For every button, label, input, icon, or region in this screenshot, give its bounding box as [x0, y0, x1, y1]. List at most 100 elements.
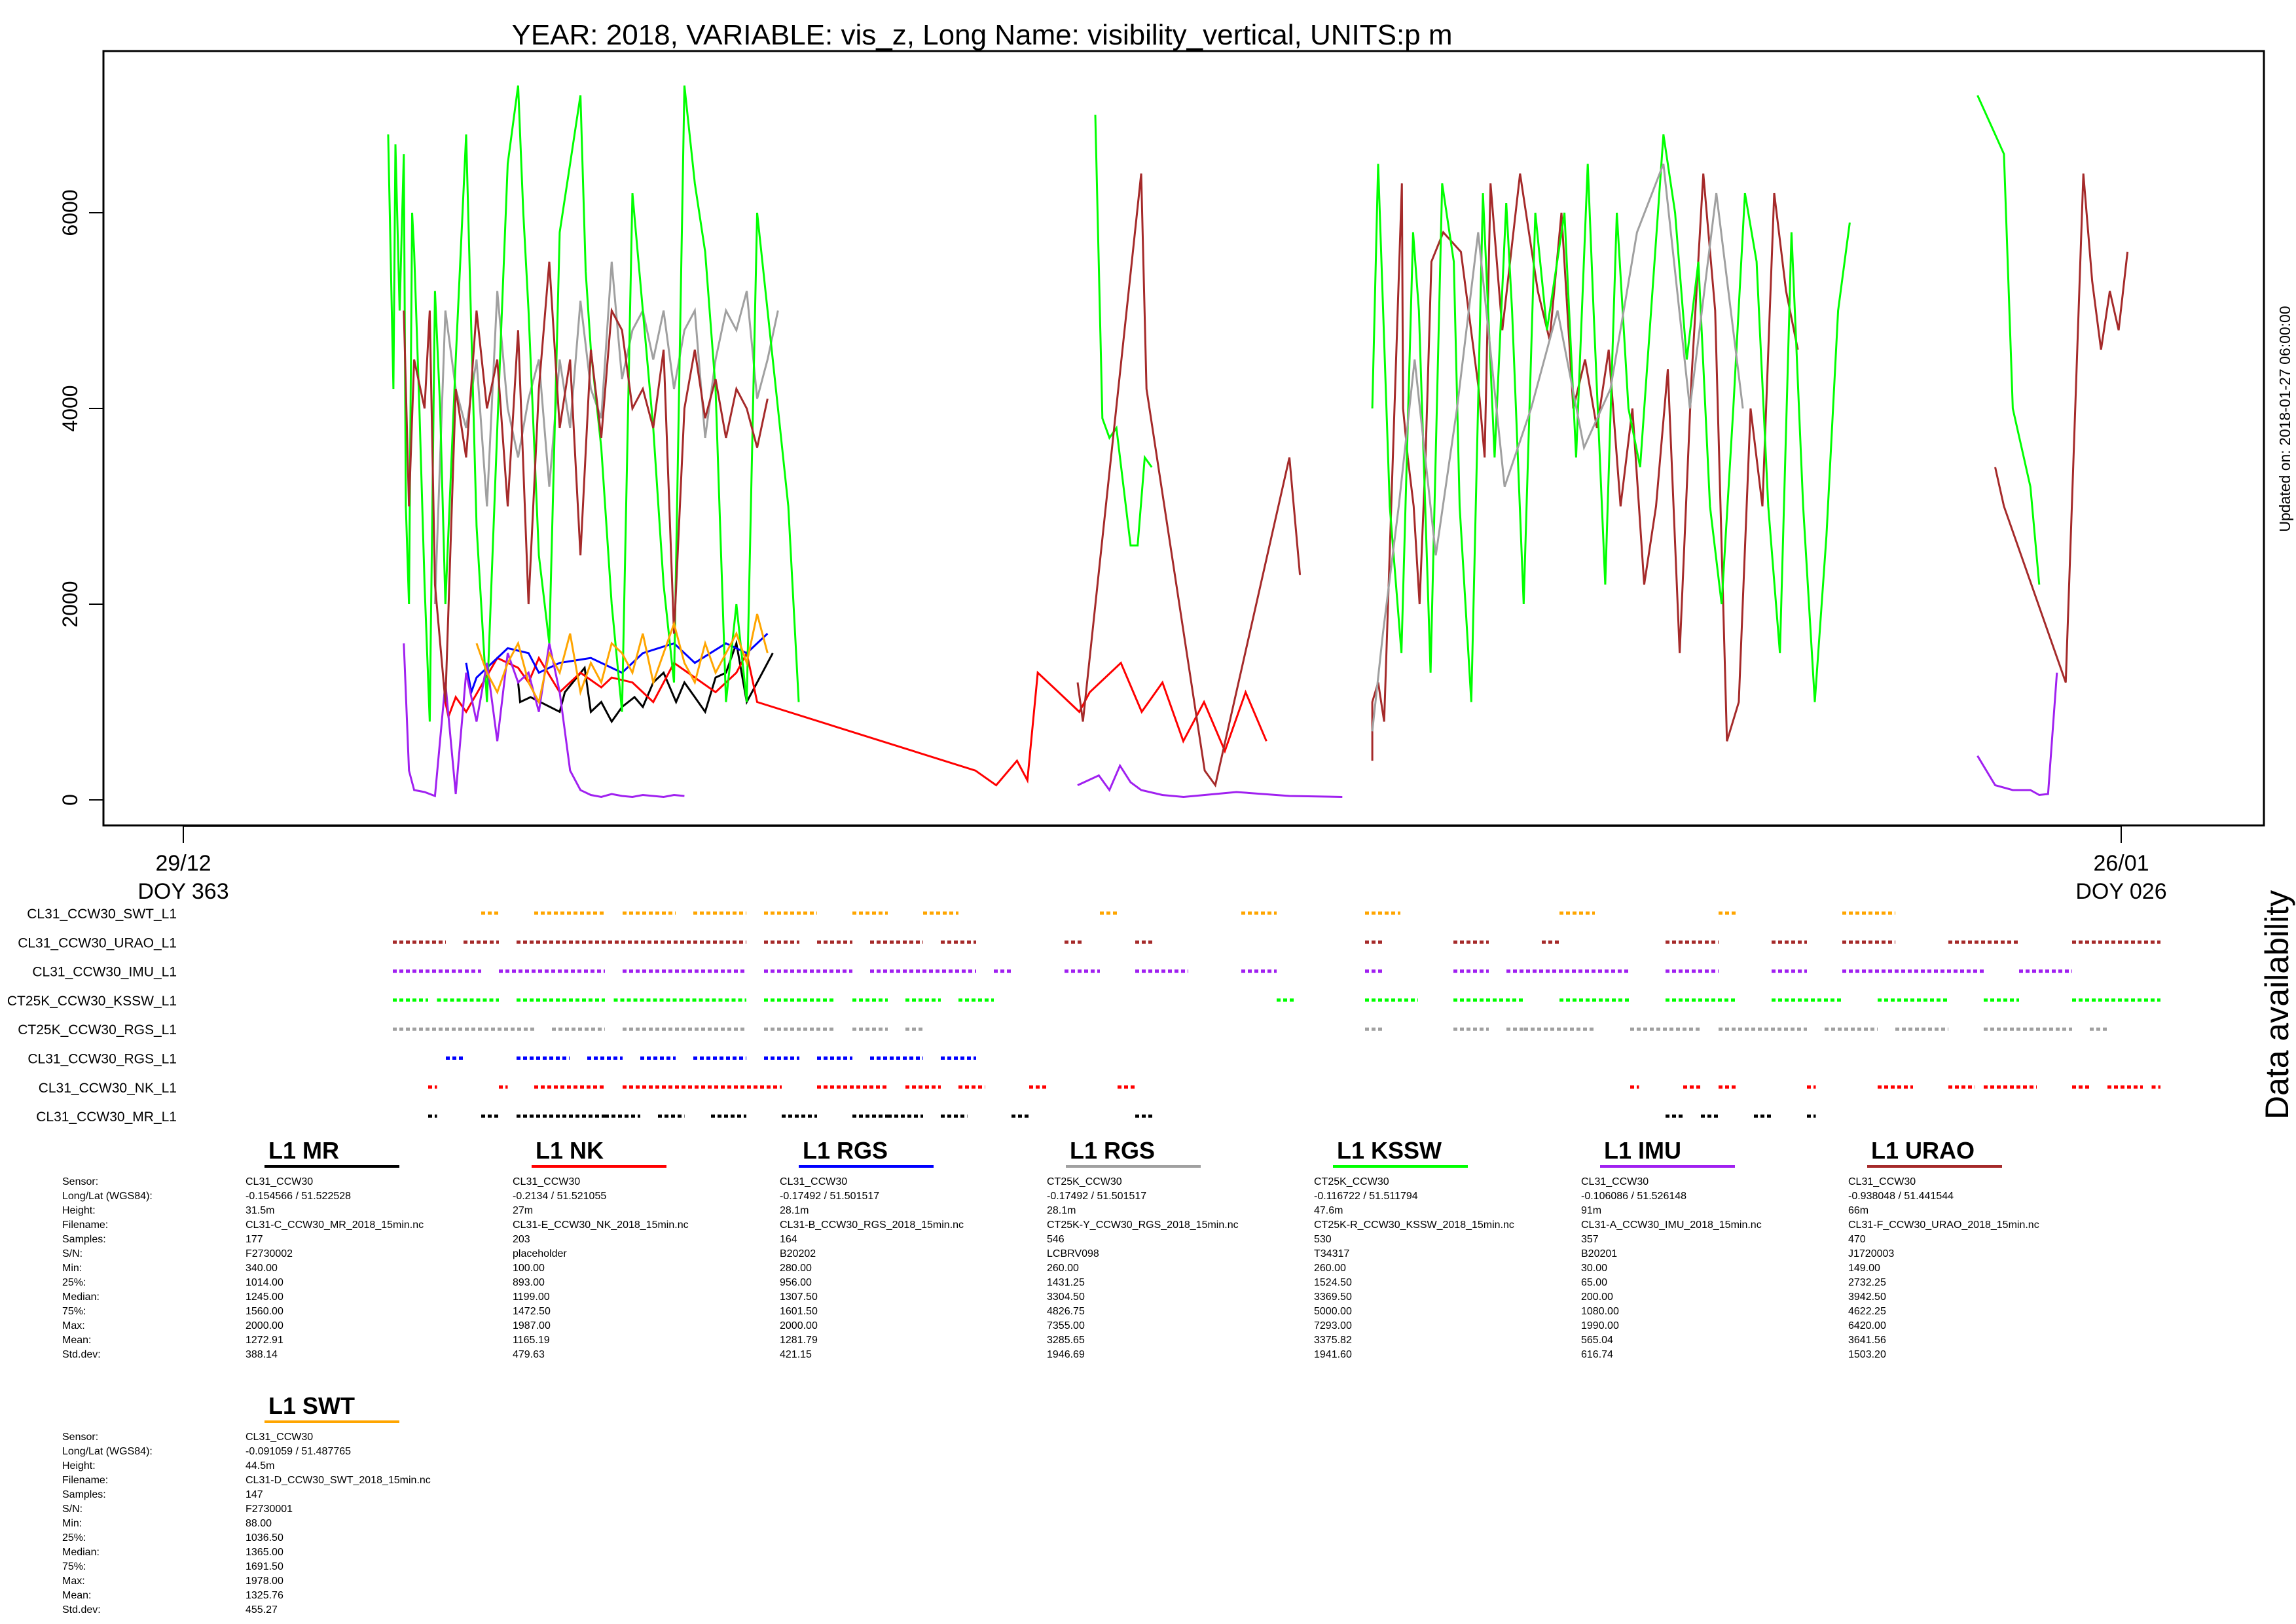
stat-value: CL31-B_CCW30_RGS_2018_15min.nc [780, 1219, 964, 1231]
stat-value: LCBRV098 [1047, 1248, 1099, 1259]
stat-value: 956.00 [780, 1277, 812, 1288]
stat-value: -0.17492 / 51.501517 [1047, 1191, 1146, 1202]
stat-label: Long/Lat (WGS84): [62, 1446, 153, 1457]
legend-title: L1 RGS [803, 1137, 888, 1164]
stat-value: CL31_CCW30 [1848, 1176, 1916, 1187]
series-line [387, 85, 800, 722]
legend-title: L1 NK [536, 1137, 604, 1164]
stat-value: CL31_CCW30 [513, 1176, 580, 1187]
stat-label: S/N: [62, 1248, 82, 1259]
stat-value: CL31_CCW30 [780, 1176, 847, 1187]
series-line [433, 261, 779, 605]
stat-value: -0.091059 / 51.487765 [246, 1446, 351, 1457]
stat-value: 1036.50 [246, 1532, 283, 1543]
stat-label: Filename: [62, 1219, 108, 1231]
stat-value: 4622.25 [1848, 1306, 1886, 1317]
stat-label: Samples: [62, 1489, 106, 1500]
stat-value: J1720003 [1848, 1248, 1894, 1259]
stat-label: 75%: [62, 1561, 86, 1572]
stat-label: Mean: [62, 1335, 91, 1346]
stat-value: 280.00 [780, 1263, 812, 1274]
stat-value: 177 [246, 1234, 263, 1245]
stat-value: CL31-E_CCW30_NK_2018_15min.nc [513, 1219, 689, 1231]
stat-label: Max: [62, 1320, 85, 1331]
stat-value: -0.116722 / 51.511794 [1314, 1191, 1418, 1202]
stat-value: 1472.50 [513, 1306, 551, 1317]
stat-value: 2000.00 [246, 1320, 283, 1331]
stat-value: 44.5m [246, 1460, 274, 1471]
availability-label: CT25K_CCW30_KSSW_L1 [7, 994, 177, 1009]
stat-value: 1272.91 [246, 1335, 283, 1346]
stat-value: 1946.69 [1047, 1349, 1085, 1360]
stat-value: placeholder [513, 1248, 567, 1259]
stat-value: 5000.00 [1314, 1306, 1352, 1317]
stat-value: 30.00 [1581, 1263, 1607, 1274]
legend-title: L1 SWT [268, 1392, 355, 1419]
stat-value: 100.00 [513, 1263, 545, 1274]
stat-label: Height: [62, 1205, 96, 1216]
stat-value: 164 [780, 1234, 797, 1245]
x-axis: 29/12 DOY 363 26/01 DOY 026 [137, 825, 2167, 904]
series-line [1977, 672, 2058, 797]
plot-frame [102, 50, 2265, 827]
stat-label: Filename: [62, 1475, 108, 1486]
stat-value: B20201 [1581, 1248, 1617, 1259]
stat-value: 546 [1047, 1234, 1065, 1245]
stat-value: 2000.00 [780, 1320, 818, 1331]
stat-value: CT25K-Y_CCW30_RGS_2018_15min.nc [1047, 1219, 1239, 1231]
stat-value: 4826.75 [1047, 1306, 1085, 1317]
stat-value: CL31-A_CCW30_IMU_2018_15min.nc [1581, 1219, 1762, 1231]
stat-value: 470 [1848, 1234, 1866, 1245]
stat-value: 1431.25 [1047, 1277, 1085, 1288]
stat-value: T34317 [1314, 1248, 1349, 1259]
stat-label: Std.dev: [62, 1604, 101, 1615]
stat-value: 421.15 [780, 1349, 812, 1360]
stat-value: CL31_CCW30 [246, 1176, 313, 1187]
stat-value: 479.63 [513, 1349, 545, 1360]
stat-value: CL31-D_CCW30_SWT_2018_15min.nc [246, 1475, 431, 1486]
y-tick-label: 0 [58, 794, 82, 806]
stat-label: Sensor: [62, 1176, 98, 1187]
legend-title: L1 MR [268, 1137, 339, 1164]
stat-value: 1978.00 [246, 1576, 283, 1587]
stat-value: 3304.50 [1047, 1291, 1085, 1303]
y-tick-label: 6000 [58, 189, 82, 236]
stat-value: 203 [513, 1234, 530, 1245]
series-line [403, 261, 769, 702]
stat-value: 1691.50 [246, 1561, 283, 1572]
stat-value: 88.00 [246, 1518, 272, 1529]
stat-value: 388.14 [246, 1349, 278, 1360]
stat-value: 1560.00 [246, 1306, 283, 1317]
stat-value: 260.00 [1314, 1263, 1346, 1274]
stat-value: CL31_CCW30 [1581, 1176, 1649, 1187]
stat-value: 1165.19 [513, 1335, 550, 1346]
availability-label: CL31_CCW30_MR_L1 [36, 1110, 177, 1125]
series-line [1977, 94, 2041, 585]
stat-value: CT25K_CCW30 [1047, 1176, 1122, 1187]
legend-title: L1 RGS [1070, 1137, 1155, 1164]
series-line [403, 643, 685, 799]
stat-value: 28.1m [1047, 1205, 1076, 1216]
stat-value: 1524.50 [1314, 1277, 1352, 1288]
stat-value: 1365.00 [246, 1547, 283, 1558]
series-line [517, 639, 774, 724]
stat-value: CL31-F_CCW30_URAO_2018_15min.nc [1848, 1219, 2039, 1231]
stat-value: 65.00 [1581, 1277, 1607, 1288]
series-line [1371, 163, 1744, 732]
x-tick-doy: DOY 363 [137, 879, 228, 904]
stat-value: 1281.79 [780, 1335, 818, 1346]
stat-value: 565.04 [1581, 1335, 1613, 1346]
stat-value: 3375.82 [1314, 1335, 1352, 1346]
stat-value: 2732.25 [1848, 1277, 1886, 1288]
series-line [444, 650, 1267, 787]
stat-value: 893.00 [513, 1277, 545, 1288]
stat-value: 357 [1581, 1234, 1599, 1245]
legend-title: L1 KSSW [1337, 1137, 1442, 1164]
y-axis: 0 2000 4000 6000 [58, 189, 104, 806]
stat-label: 25%: [62, 1532, 86, 1543]
stat-value: 260.00 [1047, 1263, 1079, 1274]
stat-label: Min: [62, 1518, 82, 1529]
legend-group: L1 MR Sensor: CL31_CCW30 Long/Lat (WGS84): -… [62, 1137, 2039, 1615]
y-tick-label: 4000 [58, 385, 82, 431]
